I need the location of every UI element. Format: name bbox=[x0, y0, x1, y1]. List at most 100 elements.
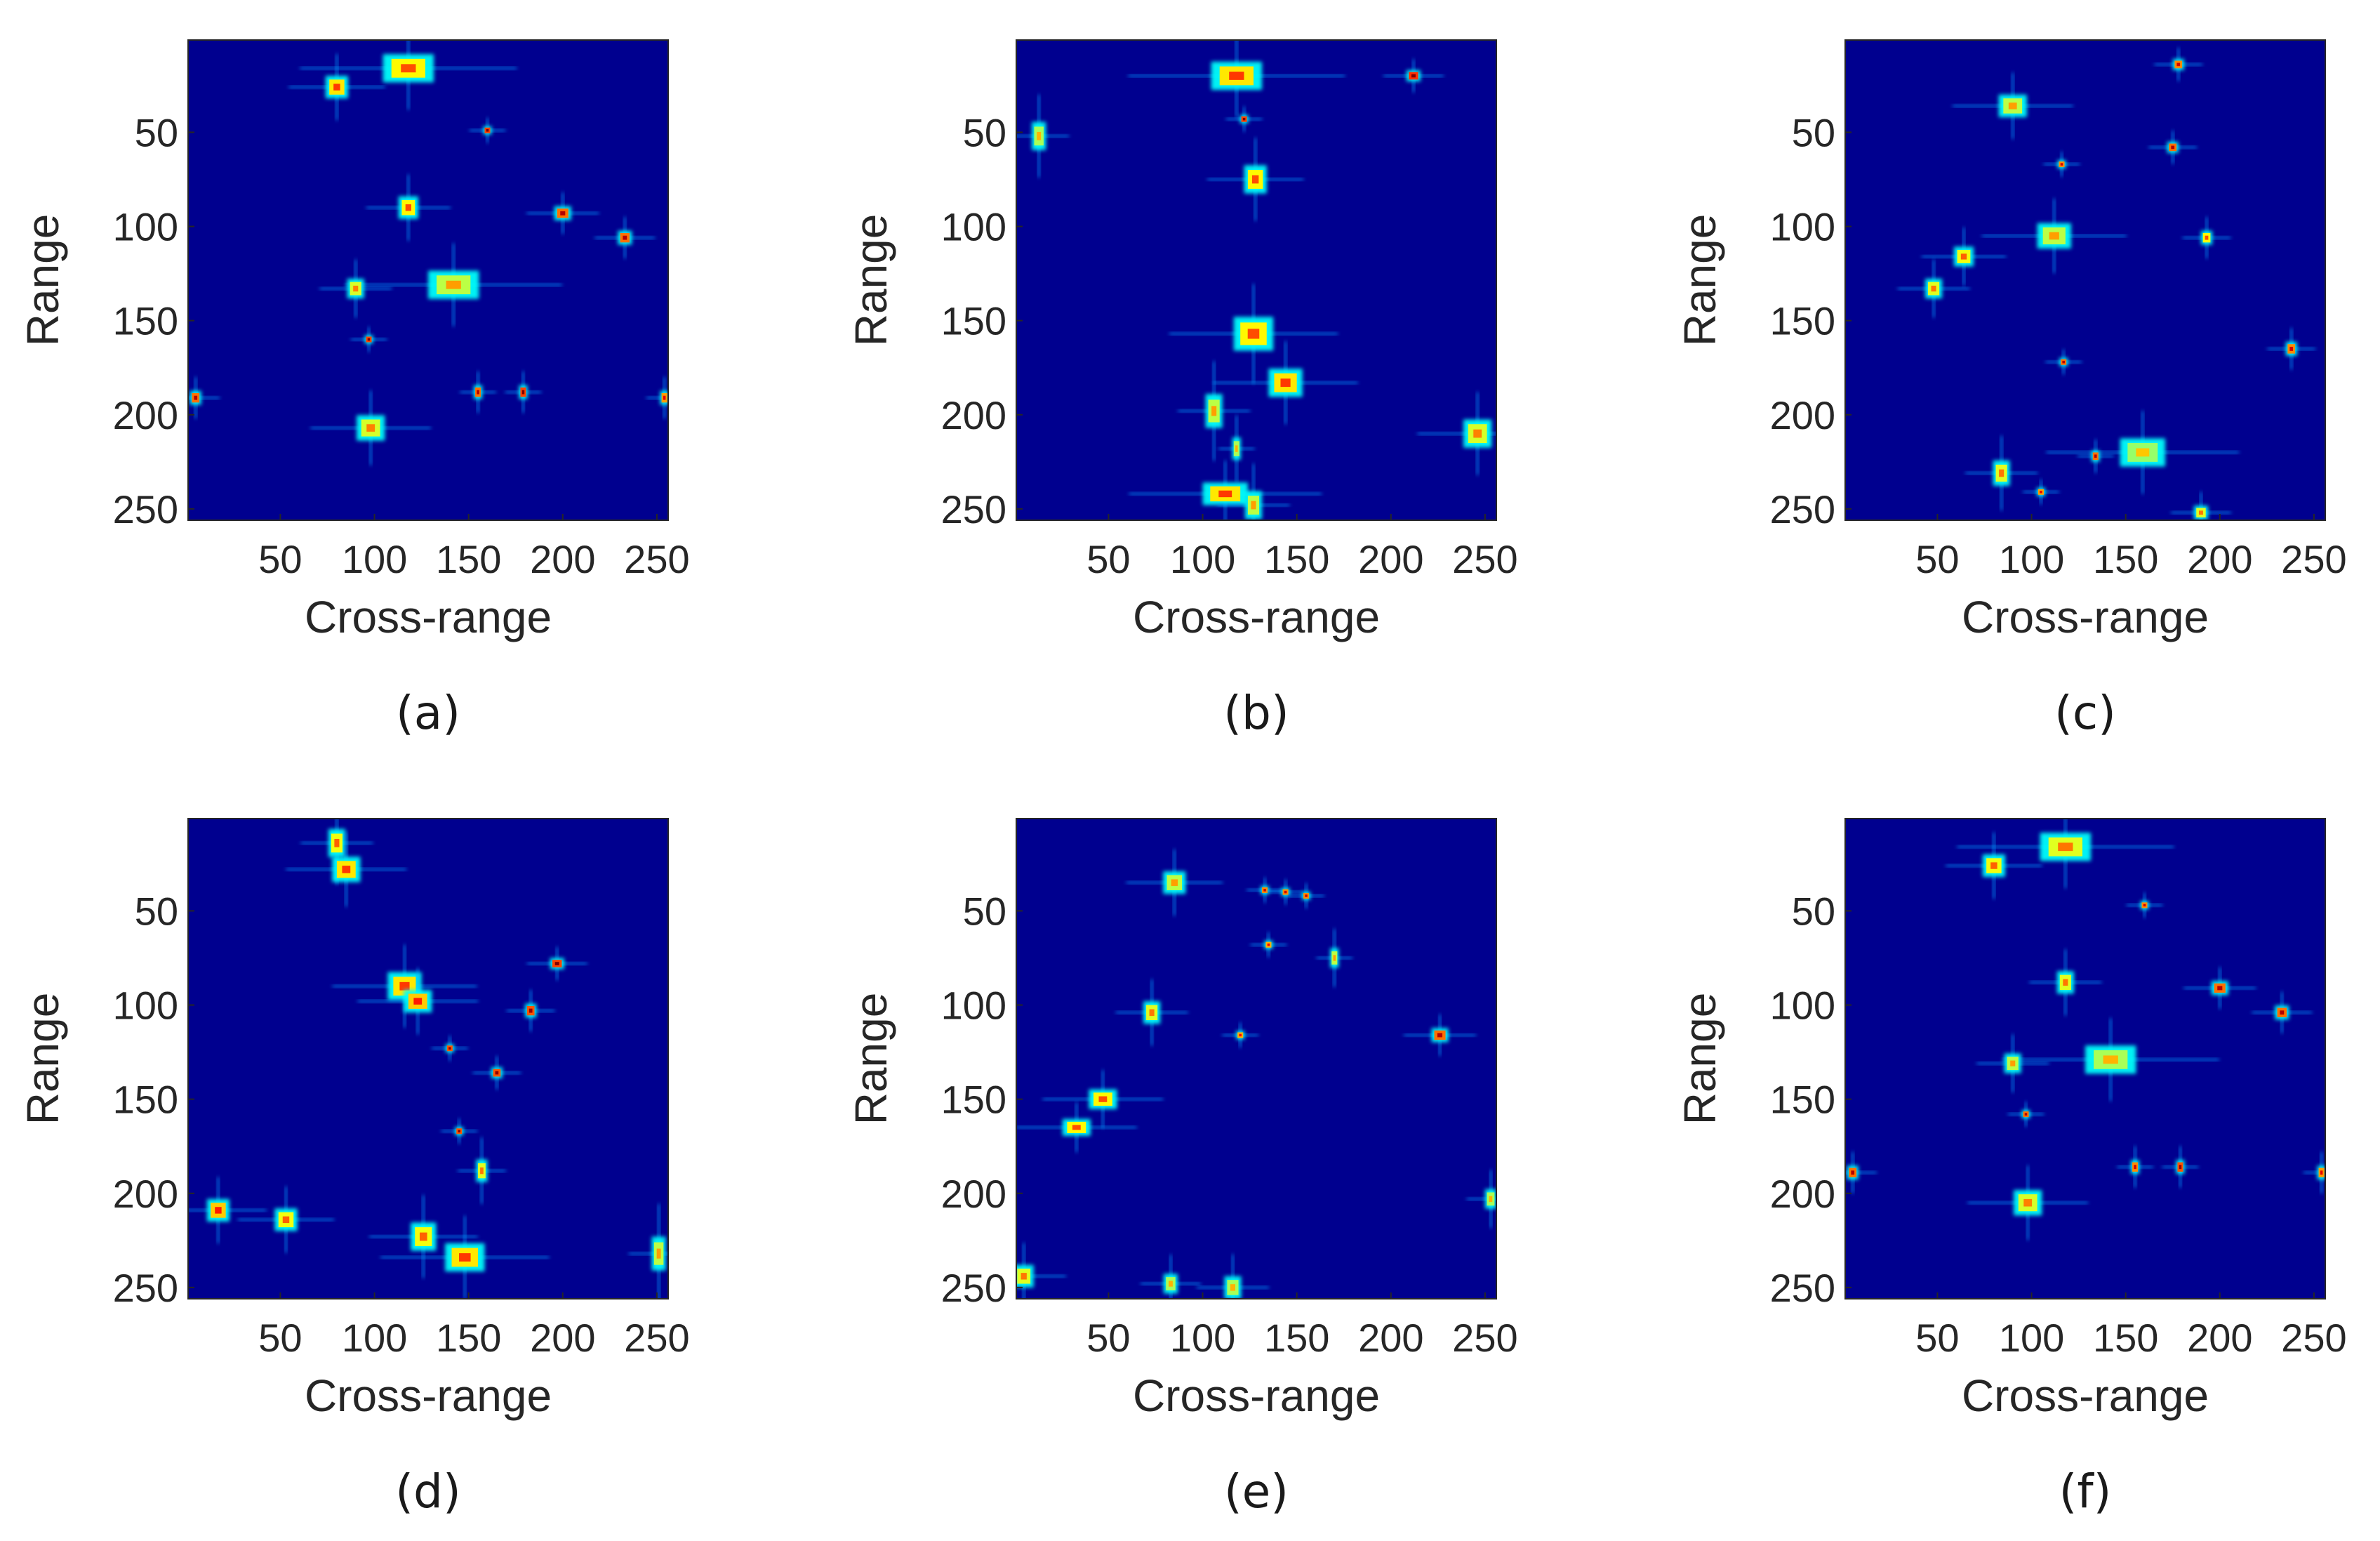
scatterer bbox=[1897, 259, 1970, 318]
x-tick-label: 250 bbox=[624, 537, 689, 581]
scatterer bbox=[345, 243, 562, 326]
scatterer bbox=[357, 967, 479, 1035]
scatterer bbox=[505, 371, 542, 414]
y-tick-label: 50 bbox=[1792, 110, 1835, 154]
y-tick-label: 150 bbox=[113, 299, 178, 343]
scatterer bbox=[2182, 217, 2231, 259]
x-tick-label: 200 bbox=[2187, 1316, 2252, 1360]
y-axis-label: Range bbox=[18, 214, 68, 347]
panel-2: 50 100 150 200 250 50 100 150 200 250 Cross-range R… bbox=[846, 39, 1518, 740]
scatterer bbox=[1016, 1243, 1066, 1299]
axes-frame bbox=[187, 818, 669, 1299]
scatterer bbox=[506, 990, 555, 1032]
scatterer bbox=[594, 217, 656, 259]
x-tick-label: 250 bbox=[2281, 537, 2346, 581]
x-tick-label: 50 bbox=[1086, 537, 1130, 581]
y-tick-label: 250 bbox=[941, 1266, 1006, 1310]
y-tick-label: 150 bbox=[113, 1078, 178, 1122]
panel-caption: (d) bbox=[395, 1464, 460, 1519]
scatterer bbox=[1128, 40, 1345, 117]
scatterer bbox=[1213, 341, 1358, 425]
scatterer bbox=[1976, 1034, 2049, 1093]
scatterer bbox=[237, 1186, 335, 1253]
y-tick-label: 200 bbox=[1770, 393, 1835, 437]
scatterer-layer bbox=[188, 40, 668, 465]
scatterer bbox=[1042, 1070, 1164, 1128]
y-tick-label: 100 bbox=[113, 984, 178, 1028]
scatterer bbox=[1981, 198, 2127, 274]
x-tick-label: 250 bbox=[1452, 1316, 1517, 1360]
scatterer bbox=[300, 819, 373, 885]
x-tick-label: 100 bbox=[1170, 1316, 1235, 1360]
scatterer bbox=[2303, 1151, 2325, 1193]
scatterer bbox=[1218, 415, 1255, 482]
y-tick-label: 50 bbox=[963, 110, 1006, 154]
y-tick-label: 50 bbox=[135, 110, 178, 154]
x-tick-label: 100 bbox=[1999, 1316, 2064, 1360]
scatterer bbox=[2252, 991, 2313, 1033]
scatterer bbox=[310, 390, 432, 465]
panel-caption: (e) bbox=[1224, 1464, 1289, 1519]
scatterer bbox=[1178, 361, 1251, 461]
scatterer bbox=[2002, 1018, 2219, 1102]
scatterer bbox=[1246, 878, 1283, 903]
scatterer bbox=[1404, 1014, 1477, 1056]
scatterer-layer bbox=[1016, 40, 1496, 520]
scatterer bbox=[1222, 1022, 1258, 1048]
scatterer-layer bbox=[1016, 849, 1496, 1299]
x-tick-label: 250 bbox=[1452, 537, 1517, 581]
scatterer bbox=[1196, 1254, 1269, 1299]
x-tick-label: 250 bbox=[2281, 1316, 2346, 1360]
scatterer bbox=[1288, 883, 1324, 908]
scatterer bbox=[526, 946, 587, 981]
x-tick-label: 200 bbox=[530, 537, 595, 581]
scatterer bbox=[2045, 349, 2082, 375]
y-tick-label: 200 bbox=[941, 393, 1006, 437]
scatterer bbox=[286, 832, 407, 907]
scatterer bbox=[1845, 1151, 1877, 1193]
panel-caption: (b) bbox=[1223, 686, 1289, 740]
y-tick-label: 50 bbox=[135, 889, 178, 933]
scatterer-layer bbox=[1845, 819, 2325, 1241]
scatterer bbox=[2043, 152, 2080, 177]
scatterer bbox=[319, 259, 392, 318]
scatterer bbox=[1967, 1165, 2089, 1241]
y-tick-label: 200 bbox=[1770, 1172, 1835, 1216]
x-tick-label: 50 bbox=[1915, 537, 1959, 581]
scatterer bbox=[458, 1137, 506, 1204]
y-tick-label: 100 bbox=[1770, 984, 1835, 1028]
x-axis-label: Cross-range bbox=[1962, 1370, 2209, 1421]
y-axis-label: Range bbox=[846, 993, 896, 1125]
x-axis-label: Cross-range bbox=[1133, 592, 1380, 642]
scatterer bbox=[1016, 94, 1070, 178]
scatterer bbox=[1206, 138, 1304, 221]
scatterer bbox=[1316, 929, 1353, 987]
y-tick-label: 50 bbox=[963, 889, 1006, 933]
y-tick-label: 150 bbox=[1770, 299, 1835, 343]
scatterer bbox=[2023, 480, 2059, 505]
x-tick-label: 100 bbox=[1999, 537, 2064, 581]
x-tick-label: 150 bbox=[2093, 537, 2158, 581]
scatterer bbox=[1957, 819, 2174, 889]
y-axis-label: Range bbox=[846, 214, 896, 347]
y-tick-label: 250 bbox=[941, 487, 1006, 531]
panel-3: 50 100 150 200 250 50 100 150 200 250 Cross-range R… bbox=[1675, 39, 2347, 740]
x-tick-label: 200 bbox=[2187, 537, 2252, 581]
x-tick-label: 250 bbox=[624, 1316, 689, 1360]
scatterer bbox=[2162, 1146, 2199, 1188]
axes-frame bbox=[1844, 39, 2326, 521]
scatterer bbox=[2126, 892, 2163, 918]
scatterer bbox=[460, 371, 496, 414]
heatmap-background bbox=[1016, 819, 1496, 1299]
x-axis-label: Cross-range bbox=[1133, 1370, 1380, 1421]
x-tick-label: 200 bbox=[1358, 537, 1423, 581]
scatterer bbox=[300, 40, 517, 110]
x-tick-label: 100 bbox=[1170, 537, 1235, 581]
y-tick-label: 250 bbox=[113, 1266, 178, 1310]
scatterer bbox=[1250, 932, 1287, 958]
y-axis-label: Range bbox=[1675, 993, 1725, 1125]
y-tick-label: 250 bbox=[113, 487, 178, 531]
panel-4: 50 100 150 200 250 50 100 150 200 250 Cross-range R… bbox=[18, 818, 690, 1519]
y-axis-label: Range bbox=[1675, 214, 1725, 347]
